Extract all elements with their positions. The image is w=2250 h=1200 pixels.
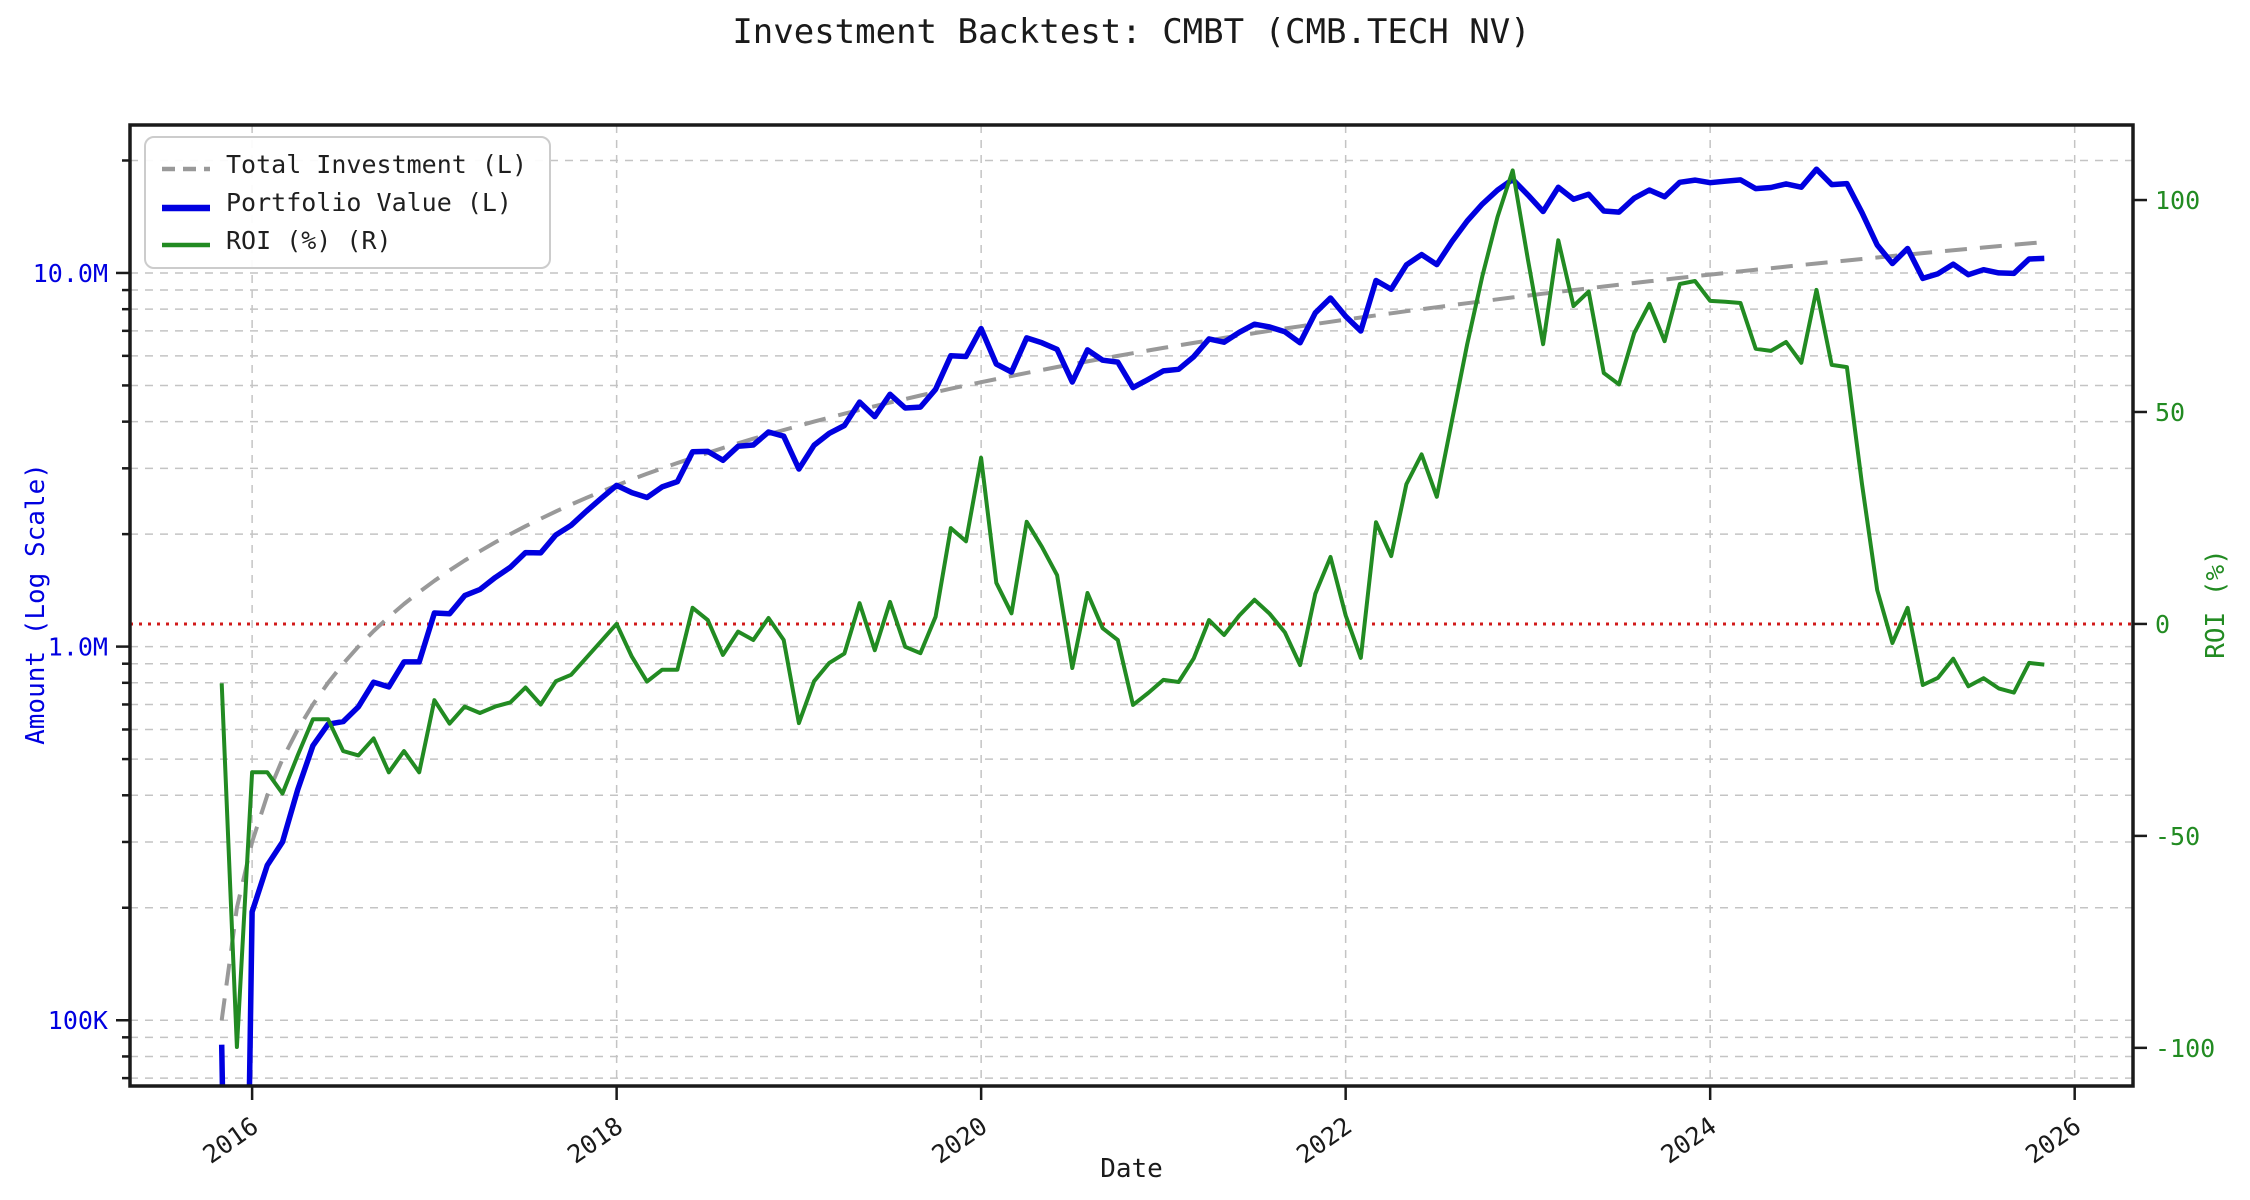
legend-item-total-investment: Total Investment (L) xyxy=(162,150,527,179)
legend-item-portfolio-value: Portfolio Value (L) xyxy=(162,188,527,217)
gridlines xyxy=(130,125,2133,1086)
left-tick-label: 10.0M xyxy=(33,259,108,288)
series-lines xyxy=(218,166,2045,1086)
legend-label: ROI (%) (R) xyxy=(226,226,392,255)
right-axis-label: ROI (%) xyxy=(2201,549,2231,659)
total-investment-line xyxy=(219,240,2045,1021)
roi-line xyxy=(219,168,2045,1049)
portfolio-value-line xyxy=(218,166,2045,1086)
legend-label: Portfolio Value (L) xyxy=(226,188,512,217)
right-tick-label: -50 xyxy=(2155,822,2200,851)
right-tick-label: 100 xyxy=(2155,186,2200,215)
right-tick-label: 50 xyxy=(2155,398,2185,427)
legend-item-roi: ROI (%) (R) xyxy=(162,226,527,255)
left-axis-label: Amount (Log Scale) xyxy=(21,463,51,745)
left-tick-labels: 10.0M 1.0M 100K xyxy=(33,259,108,1035)
right-tick-label: -100 xyxy=(2155,1034,2215,1063)
chart-title: Investment Backtest: CMBT (CMB.TECH NV) xyxy=(732,12,1531,52)
left-tick-label: 1.0M xyxy=(48,633,108,662)
right-tick-labels: 100 50 0 -50 -100 xyxy=(2155,186,2215,1063)
plot-border xyxy=(128,123,2135,1088)
tick-marks xyxy=(116,159,2147,1100)
x-axis-label: Date xyxy=(1100,1154,1163,1184)
legend: Total Investment (L) Portfolio Value (L)… xyxy=(144,136,552,269)
right-tick-label: 0 xyxy=(2155,610,2170,639)
legend-label: Total Investment (L) xyxy=(226,150,528,179)
left-tick-label: 100K xyxy=(48,1006,108,1035)
